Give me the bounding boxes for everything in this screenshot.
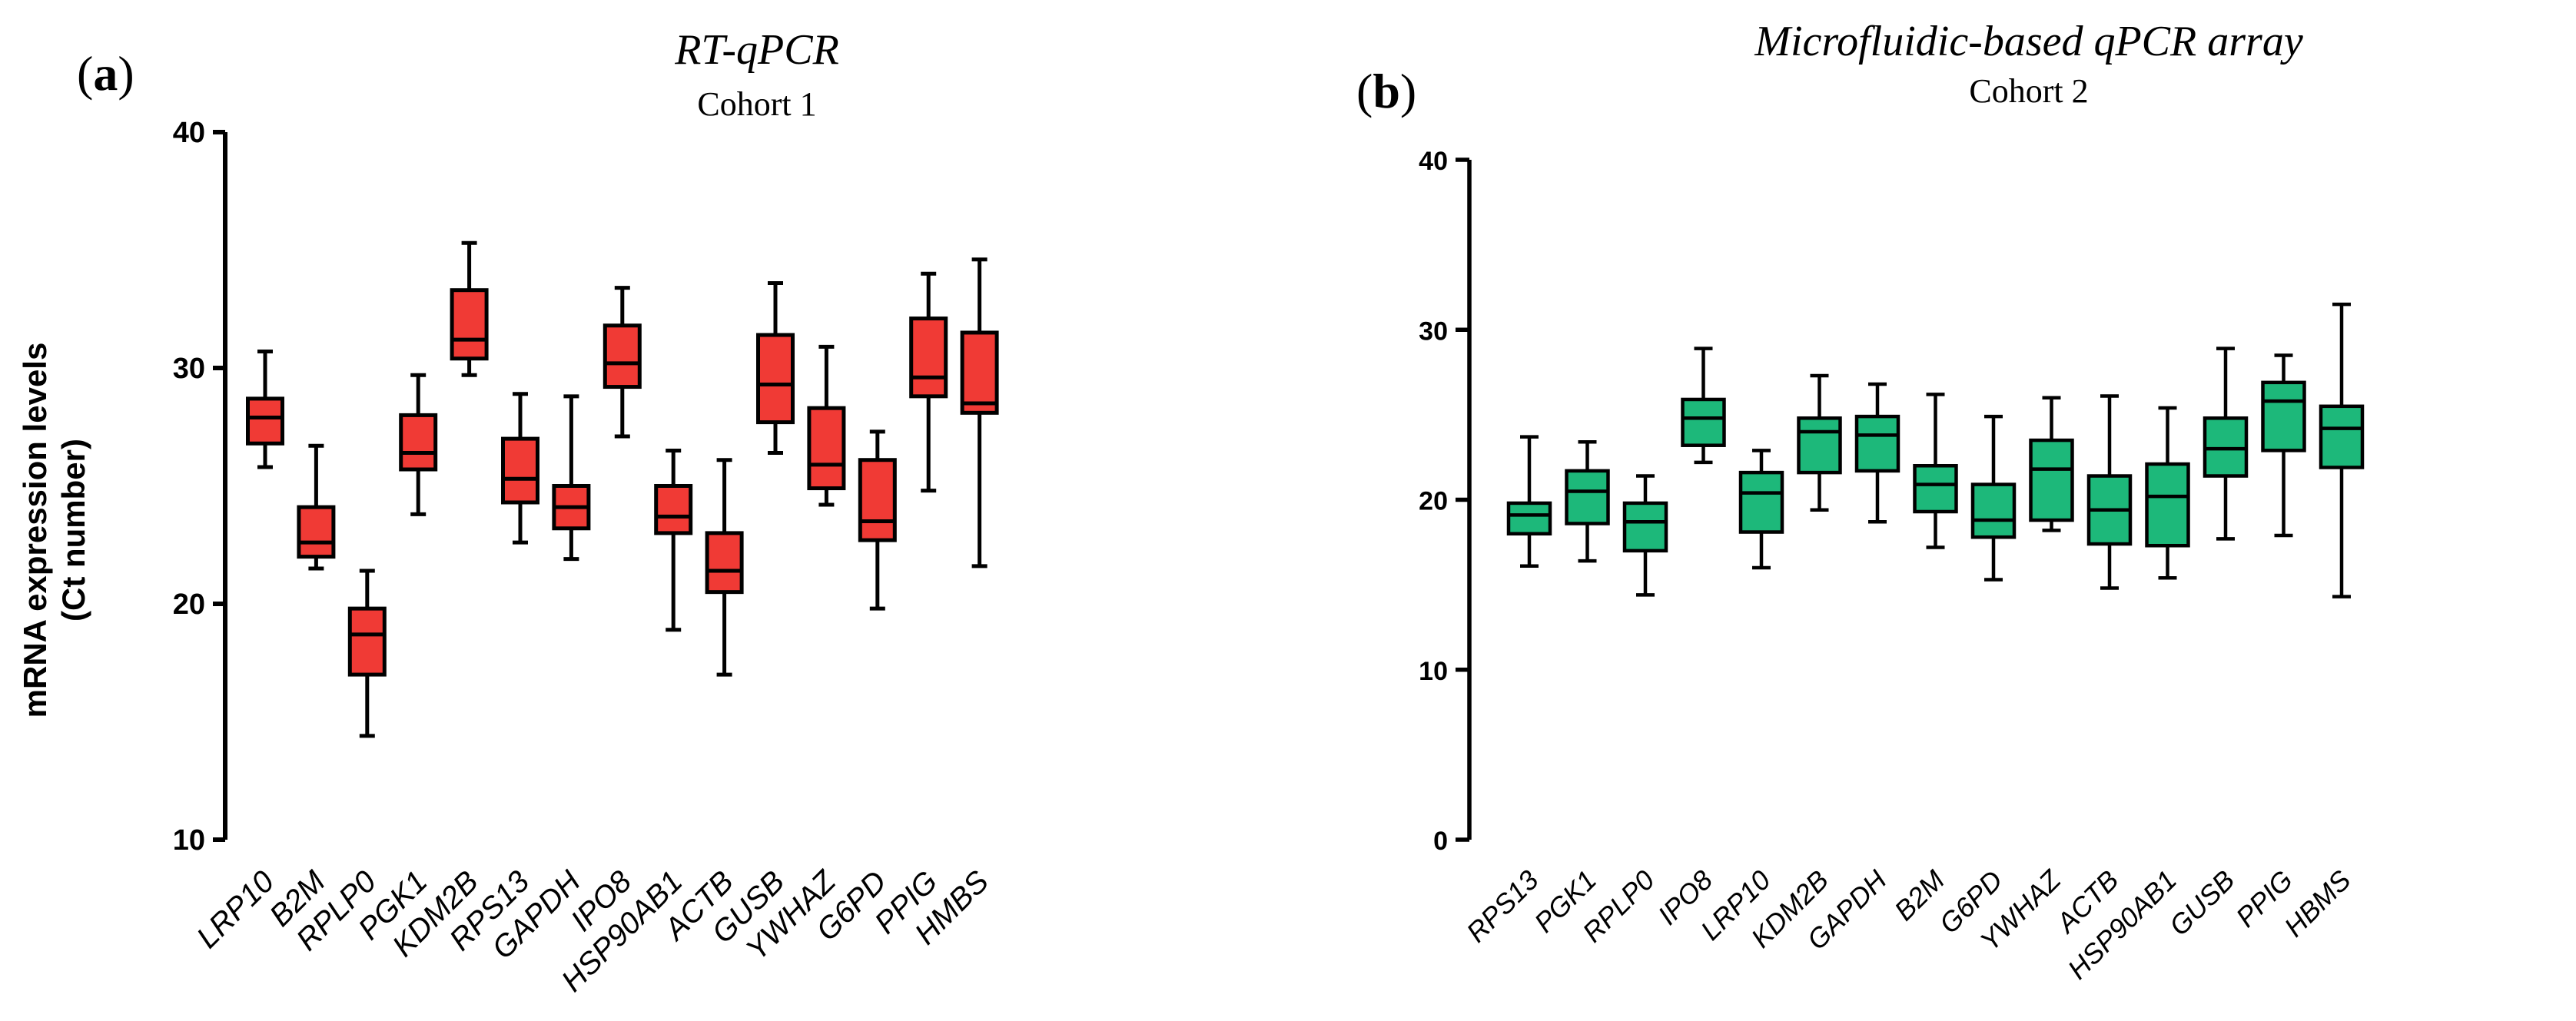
panel-b-box-YWHAZ [2029, 396, 2074, 532]
panel-b-box-B2M [1913, 393, 1958, 549]
panel-a-box-IPO8 [603, 286, 642, 439]
panel-b-y-tick-label: 0 [1433, 827, 1448, 856]
panel-b-box-RPS13 [1506, 435, 1552, 569]
panel-b-plot: 010203040RPS13PGK1RPLP0IPO8LRP10KDM2BGAP… [1419, 147, 2365, 985]
panel-b-x-tick-label: GUSB [2163, 864, 2241, 942]
panel-a-y-tick-label: 30 [173, 353, 205, 385]
box-iqr [1913, 464, 1958, 514]
panel-a-box-KDM2B [450, 240, 489, 377]
panel-b-box-HSP90AB1 [2145, 406, 2190, 580]
box-iqr [347, 606, 387, 677]
panel-a-plot: 10203040LRP10B2MRPLP0PGK1KDM2BRPS13GAPDH… [173, 117, 999, 998]
panel-a-y-tick-label: 10 [173, 824, 205, 857]
panel-b-box-RPLP0 [1622, 474, 1668, 597]
panel-a-ylabel-line2: (Ct number) [55, 439, 91, 622]
box-iqr [399, 413, 438, 472]
panel-a-ylabel-line1: mRNA expression levels [17, 343, 53, 718]
panel-a-box-YWHAZ [807, 344, 846, 507]
panel-a-box-HMBS [960, 257, 999, 569]
box-iqr [756, 333, 795, 425]
box-iqr [2145, 462, 2190, 548]
box-iqr [1506, 501, 1552, 535]
panel-a-subtitle: Cohort 1 [697, 85, 816, 123]
box-iqr [246, 396, 284, 446]
box-iqr [1854, 414, 1900, 473]
box-iqr [2261, 380, 2306, 452]
box-iqr [2319, 404, 2365, 469]
box-iqr [807, 406, 846, 491]
panel-a-box-RPLP0 [347, 569, 387, 738]
box-iqr [705, 531, 744, 595]
panel-a-box-G6PD [858, 429, 897, 611]
box-iqr [654, 484, 693, 535]
panel-b-box-LRP10 [1738, 449, 1784, 570]
box-iqr [1622, 501, 1668, 553]
box-iqr [960, 330, 999, 415]
panel-b-y-tick-label: 30 [1419, 317, 1448, 346]
panel-b-box-ACTB [2086, 394, 2133, 590]
box-iqr [1970, 482, 2017, 539]
panel-b-box-G6PD [1970, 414, 2017, 582]
panel-a-y-tick-label: 20 [173, 588, 205, 621]
box-iqr [2029, 438, 2074, 522]
panel-b-subtitle: Cohort 2 [1969, 72, 2088, 110]
panel-a-box-PPIG [909, 271, 948, 493]
panel-b-x-tick-label: HBMS [2278, 864, 2357, 943]
box-iqr [1797, 416, 1842, 475]
box-iqr [603, 323, 642, 390]
panel-b-letter: (b) [1356, 64, 1416, 118]
box-iqr [501, 436, 539, 505]
panel-a-box-GUSB [756, 280, 795, 456]
panel-b-box-PGK1 [1565, 440, 1610, 563]
panel-b-box-KDM2B [1797, 373, 1842, 512]
panel-a-box-LRP10 [246, 350, 284, 469]
panel-b-y-tick-label: 40 [1419, 147, 1448, 176]
box-iqr [909, 317, 948, 399]
panel-b-box-IPO8 [1681, 346, 1726, 465]
panel-a-letter: (a) [77, 46, 134, 101]
panel-b-box-HBMS [2319, 302, 2365, 598]
box-iqr [297, 505, 336, 559]
panel-a-title: RT-qPCR [674, 26, 839, 74]
panel-a-box-RPS13 [501, 392, 539, 545]
box-iqr [1681, 397, 1726, 447]
panel-a-box-ACTB [705, 458, 744, 677]
panel-b-box-GAPDH [1854, 382, 1900, 524]
panel-b-box-PPIG [2261, 353, 2306, 538]
panel-a-y-tick-label: 40 [173, 117, 205, 149]
panel-a-box-PGK1 [399, 373, 438, 516]
panel-b-y-tick-label: 10 [1419, 657, 1448, 686]
panel-b-y-tick-label: 20 [1419, 487, 1448, 516]
panel-b-x-tick-label: RPS13 [1460, 864, 1545, 949]
panel-a-box-HSP90AB1 [654, 448, 693, 632]
panel-b-title: Microfluidic-based qPCR array [1754, 18, 2303, 65]
panel-a-box-B2M [297, 443, 336, 571]
box-iqr [1738, 470, 1784, 534]
box-iqr [1565, 469, 1610, 525]
box-iqr [450, 288, 489, 361]
panel-b-box-GUSB [2203, 346, 2249, 541]
panel-a-box-GAPDH [552, 394, 591, 562]
box-iqr [858, 458, 897, 542]
